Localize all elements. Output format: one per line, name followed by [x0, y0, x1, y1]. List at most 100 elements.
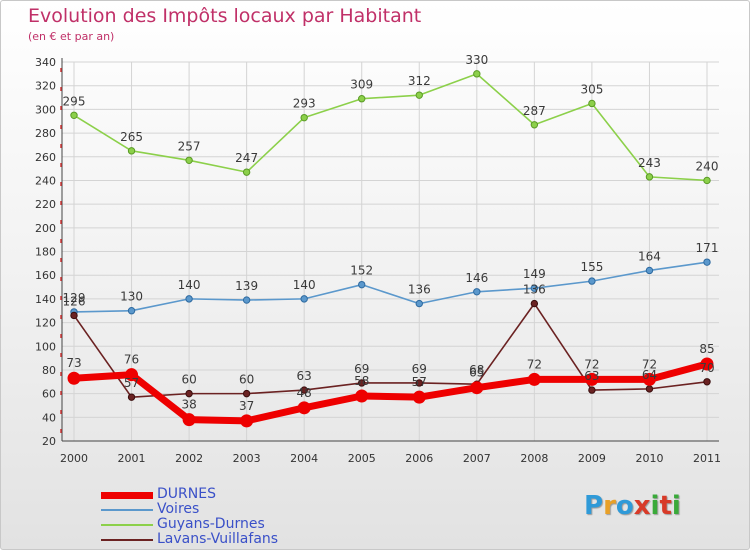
data-label-guyans-durnes: 243: [638, 156, 661, 170]
data-point-lavans-vuillafans: [242, 389, 251, 398]
y-tick-label: 40: [42, 411, 56, 424]
data-label-durnes: 76: [124, 353, 139, 367]
data-point-guyans-durnes: [530, 121, 539, 129]
data-label-lavans-vuillafans: 63: [297, 369, 312, 383]
data-label-durnes: 73: [66, 356, 81, 370]
data-label-durnes: 37: [239, 399, 254, 413]
legend-item-guyans-durnes: Guyans-Durnes: [101, 517, 278, 532]
data-point-voires: [242, 296, 251, 304]
data-point-durnes: [642, 372, 656, 386]
y-tick-label: 240: [35, 174, 56, 187]
data-label-voires: 146: [465, 271, 488, 285]
data-label-guyans-durnes: 309: [350, 78, 373, 92]
data-point-guyans-durnes: [645, 173, 654, 181]
y-tick-label: 300: [35, 103, 56, 116]
x-tick-label: 2009: [578, 452, 606, 465]
data-label-voires: 152: [350, 264, 373, 278]
data-point-lavans-vuillafans: [185, 389, 193, 398]
series-line-lavans-vuillafans: [73, 302, 708, 398]
legend-swatch-voires: [101, 509, 153, 511]
data-label-durnes: 38: [181, 398, 196, 412]
data-label-voires: 149: [523, 267, 546, 281]
data-label-voires: 136: [408, 283, 431, 297]
data-point-voires: [415, 299, 423, 308]
legend-swatch-durnes: [101, 491, 153, 499]
data-point-durnes: [470, 381, 484, 395]
data-label-voires: 171: [696, 241, 719, 255]
data-point-lavans-vuillafans: [703, 378, 711, 386]
x-tick-label: 2007: [463, 452, 491, 465]
data-point-lavans-vuillafans: [530, 299, 539, 308]
data-point-guyans-durnes: [127, 147, 136, 155]
x-tick-label: 2002: [175, 452, 203, 465]
data-point-voires: [703, 258, 711, 266]
data-point-lavans-vuillafans: [588, 386, 596, 394]
y-tick-label: 100: [35, 340, 56, 353]
x-tick-label: 2006: [405, 452, 433, 465]
logo-letter: t: [659, 491, 672, 521]
x-tick-label: 2010: [635, 452, 663, 465]
data-point-voires: [588, 277, 596, 285]
data-point-guyans-durnes: [242, 168, 251, 176]
y-tick-label: 120: [35, 317, 56, 330]
data-label-guyans-durnes: 295: [63, 94, 86, 108]
legend-label-guyans-durnes: Guyans-Durnes: [157, 516, 265, 532]
data-point-durnes: [700, 357, 714, 371]
data-label-guyans-durnes: 312: [408, 74, 431, 88]
data-point-durnes: [182, 413, 196, 427]
data-label-lavans-vuillafans: 63: [584, 369, 599, 383]
data-point-lavans-vuillafans: [358, 379, 366, 387]
series-line-guyans-durnes: [73, 73, 708, 182]
y-tick-label: 80: [42, 364, 56, 377]
data-label-durnes: 72: [584, 357, 599, 371]
logo-letter: i: [671, 491, 681, 521]
legend: DURNES Voires Guyans-Durnes Lavans-Vuill…: [101, 487, 278, 547]
legend-label-voires: Voires: [157, 501, 200, 517]
data-point-guyans-durnes: [300, 113, 308, 122]
data-point-guyans-durnes: [70, 111, 78, 119]
data-label-guyans-durnes: 247: [235, 151, 258, 165]
data-point-lavans-vuillafans: [645, 385, 654, 393]
data-point-guyans-durnes: [358, 95, 366, 103]
data-point-guyans-durnes: [588, 99, 596, 108]
legend-item-voires: Voires: [101, 502, 278, 517]
y-tick-label: 180: [35, 246, 56, 259]
legend-label-durnes: DURNES: [157, 486, 216, 502]
legend-swatch-guyans-durnes: [101, 524, 153, 526]
data-label-lavans-vuillafans: 126: [63, 294, 86, 308]
data-label-durnes: 72: [527, 357, 542, 371]
data-label-guyans-durnes: 293: [293, 97, 316, 111]
data-label-lavans-vuillafans: 68: [469, 363, 484, 377]
x-tick-label: 2008: [520, 452, 548, 465]
legend-swatch-lavans-vuillafans: [101, 539, 153, 541]
data-label-guyans-durnes: 287: [523, 104, 546, 118]
data-point-voires: [473, 288, 481, 296]
y-tick-label: 60: [42, 388, 56, 401]
data-label-voires: 130: [120, 290, 143, 304]
logo-letter: x: [633, 491, 651, 521]
series-line-durnes: [70, 360, 711, 425]
legend-item-lavans-vuillafans: Lavans-Vuillafans: [101, 532, 278, 547]
x-tick-label: 2003: [233, 452, 261, 465]
data-label-lavans-vuillafans: 70: [699, 361, 714, 375]
y-tick-label: 140: [35, 293, 56, 306]
logo-letter: r: [603, 491, 616, 521]
data-point-durnes: [125, 368, 139, 382]
y-tick-label: 340: [35, 56, 56, 69]
data-point-guyans-durnes: [415, 91, 423, 99]
x-tick-label: 2005: [348, 452, 376, 465]
y-tick-label: 320: [35, 80, 56, 93]
data-point-guyans-durnes: [703, 176, 711, 185]
data-point-voires: [300, 295, 308, 303]
y-tick-label: 20: [42, 435, 56, 448]
data-point-durnes: [585, 372, 599, 386]
data-label-voires: 155: [580, 260, 603, 274]
data-label-voires: 139: [235, 279, 258, 293]
data-label-voires: 140: [178, 278, 201, 292]
data-label-durnes: 58: [354, 374, 369, 388]
data-label-voires: 164: [638, 249, 661, 263]
data-point-durnes: [412, 390, 426, 404]
data-point-guyans-durnes: [185, 156, 193, 165]
data-point-durnes: [67, 371, 81, 385]
data-point-durnes: [297, 401, 311, 415]
